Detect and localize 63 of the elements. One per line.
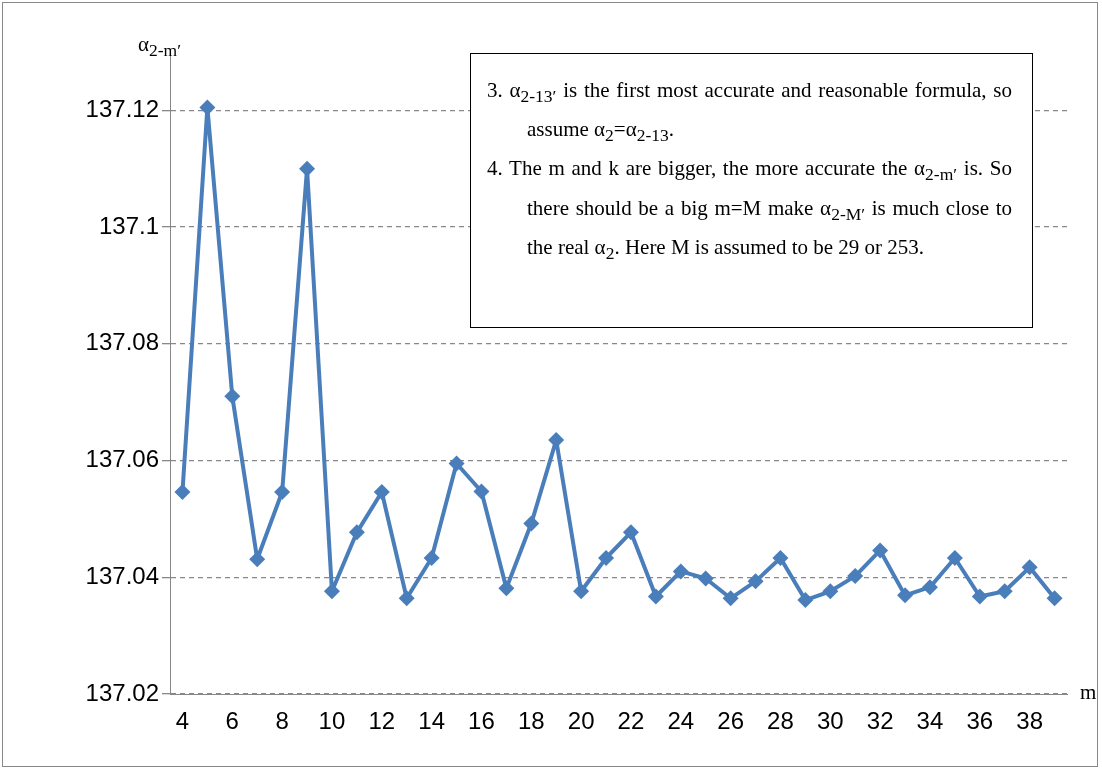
point: [747, 573, 764, 590]
annotation: 3. α$_{2-13′}$ is the first most accurate and reasonable formula, so assume α$_{2}$=α$_{2-13}$.: [487, 77, 1012, 148]
point: [722, 590, 739, 607]
x-tick-label: 38: [1016, 707, 1043, 735]
y-tick-label: 137.06: [85, 445, 159, 473]
x-tick-label: 16: [468, 707, 495, 735]
point: [299, 160, 316, 177]
point: [897, 587, 914, 604]
point: [448, 455, 465, 472]
point: [174, 484, 191, 501]
x-axis-title: m: [1080, 680, 1097, 705]
point: [921, 579, 938, 596]
y-tick-label: 137.04: [85, 561, 159, 589]
point: [323, 583, 340, 600]
text-box: 3. α$_{2-13′}$ is the first most accurate and reasonable formula, so assume α$_{2}$=α$_{2-13}$. 4. The m and k are bigger, the more accurate the α$_{2-m′}$ is. So there should be a big m=M make α$_{2-M′}$ is much close to the real α$_{2}$. Here M is assumed to be 29 or 253.: [470, 53, 1033, 328]
point: [473, 483, 490, 500]
point: [672, 563, 689, 580]
y-tick-label: 137.02: [85, 678, 159, 706]
point: [946, 550, 963, 567]
point: [1046, 590, 1063, 607]
x-tick-label: 36: [966, 707, 994, 735]
point: [772, 550, 789, 567]
x-tick-label: 20: [567, 707, 595, 735]
point: [971, 588, 988, 605]
point: [224, 388, 241, 405]
point: [573, 583, 590, 600]
x-tick-label: 12: [368, 707, 396, 735]
point: [797, 592, 814, 609]
point: [249, 551, 266, 568]
x-tick-label: 32: [866, 707, 894, 735]
x-tick-label: 26: [717, 707, 744, 735]
x-tick-label: 6: [225, 707, 239, 735]
point: [872, 542, 889, 559]
x-tick-label: 28: [767, 707, 794, 735]
point: [847, 568, 864, 585]
y-tick-label: 137.08: [85, 328, 159, 356]
point: [697, 570, 714, 587]
x-tick-label: 24: [667, 707, 695, 735]
y-tick-label: 137.12: [85, 94, 159, 122]
point: [498, 580, 515, 597]
point: [822, 583, 839, 600]
point: [598, 550, 615, 567]
point: [996, 583, 1013, 600]
point: [1021, 559, 1038, 576]
point: [373, 484, 390, 501]
point: [398, 590, 415, 607]
x-tick-label: 34: [916, 707, 944, 735]
point: [274, 484, 291, 501]
x-tick-label: 8: [275, 707, 289, 735]
point: [423, 550, 440, 567]
point: [199, 99, 216, 116]
y-axis-title: α$_{2-m′}$: [138, 32, 182, 62]
x-tick-label: 14: [418, 707, 445, 735]
x-tick-label: 10: [318, 707, 346, 735]
x-tick-label: 18: [517, 707, 545, 735]
y-tick-label: 137.1: [98, 211, 159, 239]
point: [523, 515, 540, 532]
point: [348, 524, 365, 541]
point: [647, 588, 664, 605]
x-tick-label: 4: [175, 707, 190, 735]
point: [622, 524, 639, 541]
x-tick-label: 22: [617, 707, 645, 735]
x-tick-label: 30: [816, 707, 844, 735]
